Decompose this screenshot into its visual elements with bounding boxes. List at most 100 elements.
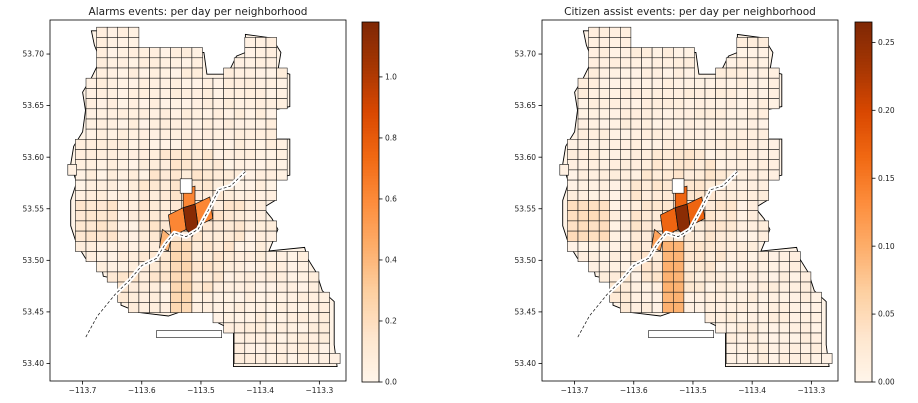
neighborhood-cell [149,210,161,222]
neighborhood-cell [641,108,653,120]
neighborhood-cell [577,108,589,120]
neighborhood-cell [598,77,611,89]
neighborhood-cell [683,251,695,262]
colorbar-gradient-step [855,43,872,47]
neighborhood-cell [662,149,674,160]
y-tick-label: 53.60 [23,153,45,162]
neighborhood-cell [736,139,748,150]
neighborhood-cell [641,149,653,160]
neighborhood-cell [567,200,579,211]
neighborhood-cell [683,271,695,283]
neighborhood-cell [683,57,695,69]
neighborhood-cell [651,261,663,273]
y-tick-label: 53.40 [23,359,45,368]
colorbar-gradient-step [855,61,872,65]
neighborhood-cell [778,322,790,334]
neighborhood-cell [138,200,150,211]
neighborhood-cell [736,220,748,232]
neighborhood-cell [233,342,246,354]
neighborhood-cell [297,291,309,303]
neighborhood-cell [620,57,632,69]
neighborhood-cell [736,291,748,303]
neighborhood-cell [630,271,642,283]
colorbar-frame [854,21,873,383]
neighborhood-cell [662,118,674,130]
neighborhood-cell [662,139,674,150]
x-axis-citizen-assist: −113.7 −113.6 −113.5 −113.4 −113.3 [561,381,825,395]
neighborhood-cell [297,332,309,344]
neighborhood-cell [715,271,727,283]
x-tick-label: −113.3 [797,386,825,395]
colorbar-gradient-step [855,25,872,29]
neighborhood-cell [651,271,663,283]
colorbar-gradient-step [855,103,872,107]
neighborhood-cell [149,230,161,242]
neighborhood-cell [778,302,790,313]
neighborhood-cell [85,230,97,242]
neighborhood-cell [149,149,161,160]
neighborhood-cell [778,271,790,283]
neighborhood-cell [96,241,108,252]
neighborhood-cell [181,98,193,110]
colorbar-gradient-step [362,160,379,164]
neighborhood-cell [202,281,214,293]
neighborhood-cell [620,37,632,48]
neighborhood-cell [286,281,298,293]
colorbar-gradient-step [855,331,872,335]
neighborhood-cell [725,118,738,130]
neighborhood-cell [202,179,214,191]
colorbar-gradient-step [362,37,379,41]
colorbar-gradient-step [362,292,379,296]
neighborhood-cell [255,128,267,140]
neighborhood-cell [212,210,224,222]
neighborhood-cell [191,281,203,293]
neighborhood-cell [725,98,738,110]
neighborhood-cell [683,47,695,59]
neighborhood-cell [620,230,632,242]
neighborhood-cell [96,251,108,262]
neighborhood-cell [149,200,161,211]
neighborhood-cell [265,77,277,89]
neighborhood-cell [265,128,277,140]
neighborhood-cell [747,241,759,252]
neighborhood-cell [641,57,653,69]
neighborhood-cell [736,179,748,191]
neighborhood-cell [138,108,150,120]
colorbar-gradient-step [855,301,872,305]
neighborhood-cell [96,200,108,211]
neighborhood-cell [747,77,759,89]
neighborhood-cell [96,261,108,273]
neighborhood-cell [598,230,611,242]
colorbar-gradient-step [855,280,872,284]
neighborhood-cell [715,149,727,160]
neighborhood-cell [683,169,695,181]
neighborhood-cell [138,128,150,140]
neighborhood-cell [233,57,246,69]
neighborhood-cell [651,108,663,120]
neighborhood-cell [630,281,642,293]
neighborhood-cell [106,57,119,69]
colorbar-gradient-step [855,166,872,170]
neighborhood-cell [159,190,171,201]
neighborhood-cell [588,230,600,242]
neighborhood-cell [128,241,140,252]
neighborhood-cell [715,139,727,150]
neighborhood-cell [694,251,706,262]
neighborhood-cell [725,200,738,211]
neighborhood-cell [725,88,738,99]
neighborhood-cell [276,353,288,364]
neighborhood-cell [598,26,611,38]
neighborhood-cell [286,261,298,273]
neighborhood-cell [138,77,150,89]
neighborhood-cell [212,251,224,262]
neighborhood-cell [276,169,288,181]
neighborhood-cell [609,128,621,140]
neighborhood-cell [651,98,663,110]
neighborhood-cell [181,77,193,89]
neighborhood-cell [662,261,674,273]
neighborhood-cell [630,200,642,211]
neighborhood-cell [630,302,642,313]
colorbar-gradient-step [855,340,872,344]
neighborhood-cell [673,159,685,171]
neighborhood-cell [276,139,288,150]
